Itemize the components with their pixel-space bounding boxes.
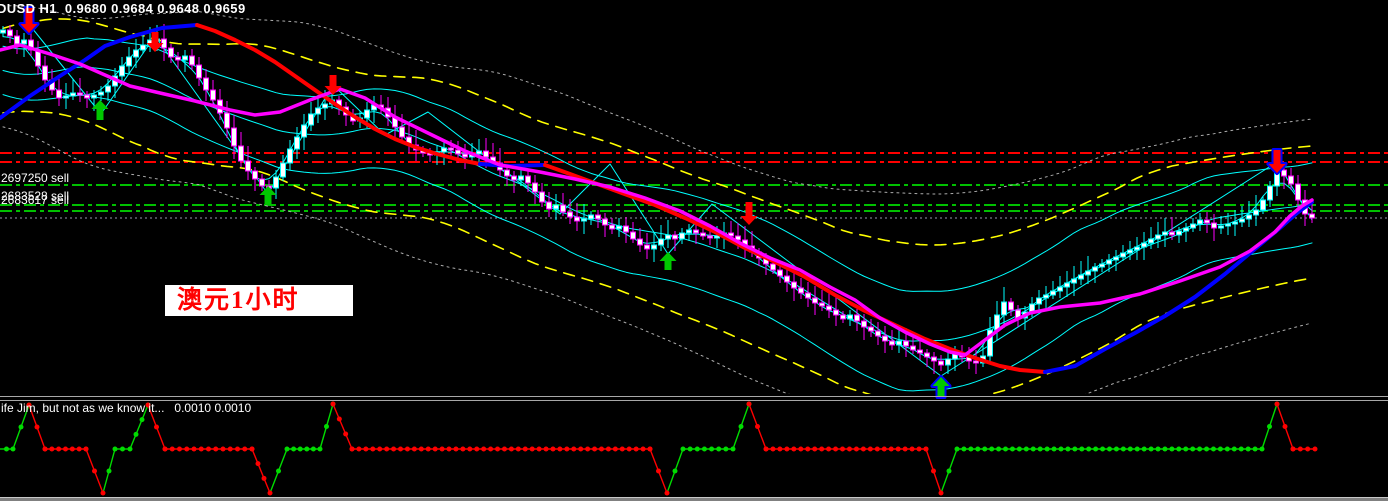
- window-bottom-border: [0, 497, 1388, 501]
- symbol-ohlc-readout: DUSD H1 0.9680 0.9684 0.9648 0.9659: [0, 1, 246, 16]
- magenta-ma-layer: [0, 43, 1314, 357]
- bands-layer: [2, 5, 1313, 394]
- indicator-layer: [0, 401, 1318, 496]
- chart-text-annotation: 澳元1小时: [165, 285, 353, 316]
- pane-splitter[interactable]: [0, 396, 1388, 397]
- pane-splitter[interactable]: [0, 400, 1388, 401]
- indicator-name-label: ife Jim, but not as we know it... 0.0010…: [1, 401, 252, 415]
- trade-level-label: 2697250 sell: [1, 171, 70, 185]
- trade-level-label: 2683528 sell: [1, 189, 70, 203]
- candles-layer: [0, 24, 1315, 374]
- trade-level-label: 2683617 sell: [1, 193, 70, 207]
- level-lines-layer: [0, 152, 1388, 219]
- main-chart-layers: [0, 5, 1388, 394]
- arrows-layer: [18, 6, 1288, 399]
